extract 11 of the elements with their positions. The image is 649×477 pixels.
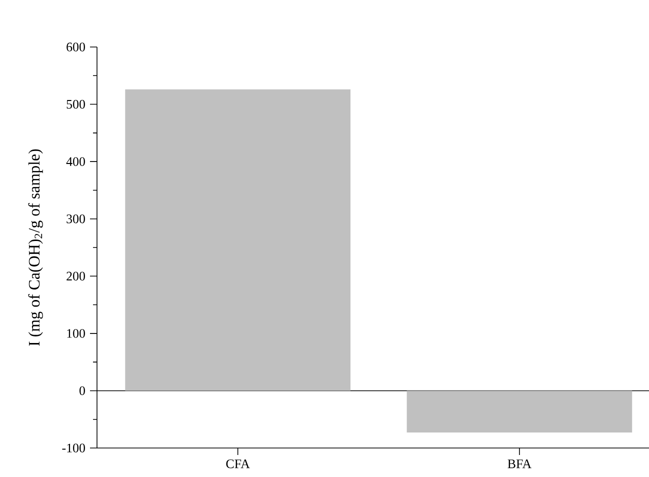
y-tick-label: 300 xyxy=(66,214,85,224)
y-tick-label: 200 xyxy=(66,272,85,281)
y-tick-label: 600 xyxy=(66,42,85,52)
y-tick-label: 0 xyxy=(80,386,85,396)
y-tick-label: 500 xyxy=(66,100,85,109)
y-axis-title: I (mg of Ca(OH)$_{2}$/g of sample) xyxy=(28,149,43,346)
x-tick-label: CFA xyxy=(226,460,250,468)
x-tick-label: BFA xyxy=(508,460,532,468)
y-tick-label: 100 xyxy=(67,329,85,338)
y-tick-label: -100 xyxy=(62,444,85,452)
y-tick-label: 400 xyxy=(66,157,85,166)
